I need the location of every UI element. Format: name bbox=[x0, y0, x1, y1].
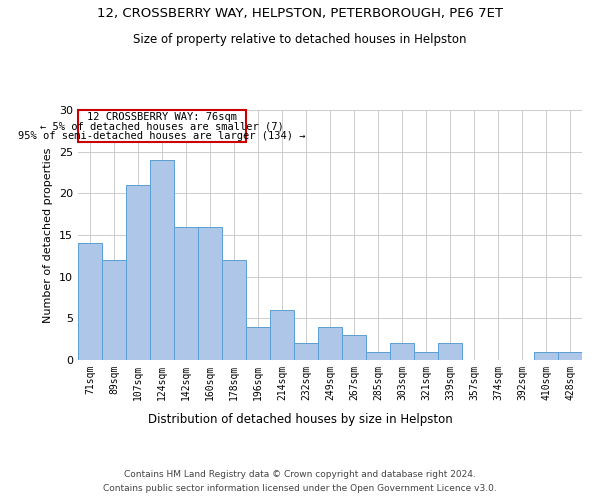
Text: Contains public sector information licensed under the Open Government Licence v3: Contains public sector information licen… bbox=[103, 484, 497, 493]
Bar bbox=[174, 226, 198, 360]
Bar bbox=[126, 185, 150, 360]
Bar bbox=[78, 244, 102, 360]
Bar bbox=[534, 352, 558, 360]
Text: ← 5% of detached houses are smaller (7): ← 5% of detached houses are smaller (7) bbox=[40, 122, 284, 132]
Text: Contains HM Land Registry data © Crown copyright and database right 2024.: Contains HM Land Registry data © Crown c… bbox=[124, 470, 476, 479]
Text: 12, CROSSBERRY WAY, HELPSTON, PETERBOROUGH, PE6 7ET: 12, CROSSBERRY WAY, HELPSTON, PETERBOROU… bbox=[97, 8, 503, 20]
Bar bbox=[366, 352, 390, 360]
Bar bbox=[438, 344, 462, 360]
Text: Size of property relative to detached houses in Helpston: Size of property relative to detached ho… bbox=[133, 32, 467, 46]
Bar bbox=[294, 344, 318, 360]
Text: 12 CROSSBERRY WAY: 76sqm: 12 CROSSBERRY WAY: 76sqm bbox=[87, 112, 237, 122]
Bar bbox=[414, 352, 438, 360]
Bar bbox=[558, 352, 582, 360]
Bar bbox=[150, 160, 174, 360]
Bar bbox=[318, 326, 342, 360]
Bar bbox=[102, 260, 126, 360]
Bar bbox=[198, 226, 222, 360]
Bar bbox=[246, 326, 270, 360]
Bar bbox=[270, 310, 294, 360]
FancyBboxPatch shape bbox=[78, 110, 246, 142]
Y-axis label: Number of detached properties: Number of detached properties bbox=[43, 148, 53, 322]
Text: Distribution of detached houses by size in Helpston: Distribution of detached houses by size … bbox=[148, 412, 452, 426]
Bar bbox=[222, 260, 246, 360]
Bar bbox=[342, 335, 366, 360]
Bar bbox=[390, 344, 414, 360]
Text: 95% of semi-detached houses are larger (134) →: 95% of semi-detached houses are larger (… bbox=[18, 131, 306, 141]
